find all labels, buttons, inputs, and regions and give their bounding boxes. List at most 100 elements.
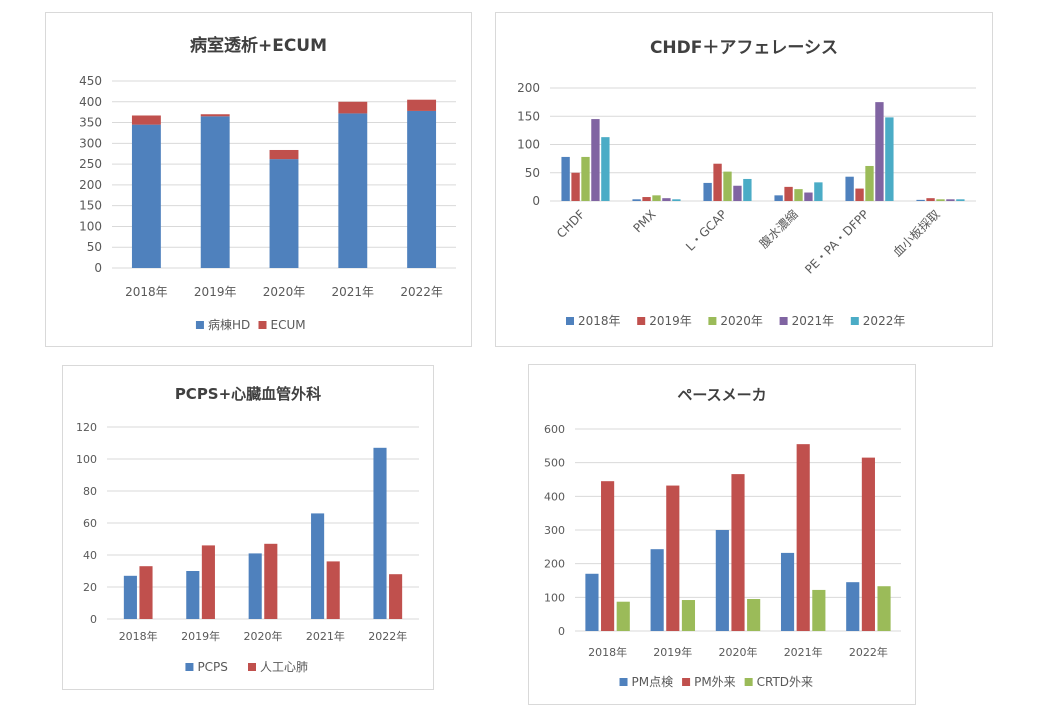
y-tick-label: 100: [79, 219, 102, 233]
y-tick-label: 150: [517, 109, 540, 123]
x-tick-label: 2021年: [332, 285, 375, 299]
x-tick-label: 2021年: [784, 645, 823, 659]
bar-2021年: [662, 198, 671, 201]
bar-病棟HD: [338, 113, 368, 268]
chart-hd-ecum: 病室透析+ECUM 0 50 100 150 200 250 300 350 400 450 2018…: [79, 35, 456, 332]
legend-swatch: [682, 678, 691, 686]
x-tick-label: 2022年: [400, 285, 443, 299]
y-tick-label: 0: [94, 261, 102, 275]
bar-2021年: [733, 185, 742, 201]
chart-title: 病室透析+ECUM: [190, 35, 327, 56]
y-tick-label: 40: [83, 549, 97, 562]
chart-panel-pacemaker: ペースメーカ 0 100 200 300 400 500 600 2018年 2019年 2020年…: [528, 364, 916, 705]
y-tick-label: 500: [544, 457, 565, 470]
bar-2019年: [571, 172, 580, 201]
legend-label: CRTD外来: [757, 675, 813, 689]
x-tick-label: 2020年: [244, 629, 283, 643]
legend-label: 人工心肺: [260, 660, 308, 674]
bar-PCPS: [248, 553, 262, 619]
bar-2019年: [926, 198, 935, 201]
legend-swatch: [258, 321, 267, 329]
chart-title: CHDF＋アフェレーシス: [650, 38, 838, 58]
bar-PCPS: [311, 513, 325, 619]
bar-2020年: [581, 156, 590, 201]
legend-swatch: [566, 317, 574, 325]
bar-2022年: [601, 137, 610, 201]
y-tick-label: 100: [517, 138, 540, 152]
y-tick-label: 200: [79, 178, 102, 192]
bar-人工心肺: [139, 566, 153, 619]
bar-PM点検: [585, 573, 599, 631]
y-tick-label: 0: [90, 613, 97, 626]
bar-PM点検: [780, 552, 795, 631]
chart-pcps-cardiac-surgery: PCPS+心臓血管外科 0 20 40 60 80 100 120 2018年 2019年 2020…: [76, 385, 419, 674]
bar-ECUM: [407, 99, 437, 111]
legend-label: PCPS: [197, 660, 227, 674]
bar-CRTD外来: [747, 599, 761, 631]
legend-label: 2019年: [649, 314, 692, 328]
y-tick-label: 450: [79, 74, 102, 88]
y-tick-label: 150: [79, 199, 102, 213]
bar-PM外来: [666, 485, 680, 631]
bar-2019年: [855, 188, 864, 201]
bar-CRTD外来: [877, 586, 891, 631]
bar-PM外来: [796, 444, 810, 631]
bar-CRTD外来: [681, 600, 696, 631]
bar-2020年: [865, 165, 874, 201]
bar-2021年: [804, 192, 813, 201]
legend-label: 2021年: [792, 314, 835, 328]
bar-人工心肺: [264, 543, 278, 619]
bar-2018年: [916, 199, 925, 201]
bar-2020年: [723, 171, 732, 201]
legend-label: PM点検: [632, 675, 674, 689]
bar-2022年: [672, 199, 681, 201]
y-tick-label: 100: [544, 591, 565, 604]
legend-label: PM外来: [694, 675, 736, 689]
x-tick-label: PE・PA・DFPP: [802, 207, 871, 276]
bar-2021年: [875, 102, 884, 201]
legend-label: 2018年: [578, 314, 621, 328]
bar-2022年: [885, 117, 894, 201]
bar-2021年: [591, 119, 600, 201]
y-tick-label: 80: [83, 485, 97, 498]
legend-label: ECUM: [271, 318, 306, 332]
y-tick-label: 20: [83, 581, 97, 594]
bar-2022年: [743, 178, 752, 201]
x-tick-label: 2019年: [181, 629, 220, 643]
chart-title: PCPS+心臓血管外科: [175, 385, 321, 403]
bar-PM外来: [861, 457, 875, 631]
bar-PM外来: [601, 481, 615, 631]
bar-ECUM: [131, 115, 161, 125]
bar-PCPS: [186, 571, 200, 619]
chart-panel-chdf-apheresis: CHDF＋アフェレーシス 0 50 100 150 200 CHDF PMX L・GCAP 腹水濃…: [495, 12, 993, 347]
x-tick-label: 2018年: [119, 629, 158, 643]
x-tick-label: 2020年: [719, 645, 758, 659]
bar-2018年: [561, 156, 570, 201]
legend-swatch: [248, 663, 256, 671]
y-tick-label: 200: [544, 558, 565, 571]
legend-swatch: [779, 317, 788, 325]
x-tick-label: 血小板採取: [890, 207, 942, 259]
x-tick-label: 2022年: [368, 629, 407, 643]
bar-人工心肺: [326, 561, 340, 619]
x-tick-label: 腹水濃縮: [756, 207, 801, 252]
bar-2018年: [632, 199, 641, 201]
x-tick-label: 2019年: [194, 285, 237, 299]
bar-2019年: [784, 186, 793, 201]
bar-ECUM: [200, 114, 230, 117]
bar-病棟HD: [131, 124, 161, 268]
y-tick-label: 600: [544, 423, 565, 436]
legend-swatch: [744, 678, 753, 686]
x-tick-label: CHDF: [554, 207, 588, 241]
chart-title: ペースメーカ: [677, 386, 766, 404]
legend-label: 病棟HD: [208, 317, 250, 332]
chart-panel-hd-ecum: 病室透析+ECUM 0 50 100 150 200 250 300 350 400 450 2018…: [45, 12, 472, 347]
x-tick-label: 2022年: [849, 645, 888, 659]
bar-2020年: [794, 189, 803, 201]
legend-label: 2020年: [720, 314, 763, 328]
bar-PM外来: [731, 474, 745, 631]
x-tick-label: 2018年: [125, 285, 168, 299]
bar-PCPS: [123, 575, 137, 619]
bar-PCPS: [373, 447, 387, 619]
bar-CRTD外来: [616, 601, 630, 631]
